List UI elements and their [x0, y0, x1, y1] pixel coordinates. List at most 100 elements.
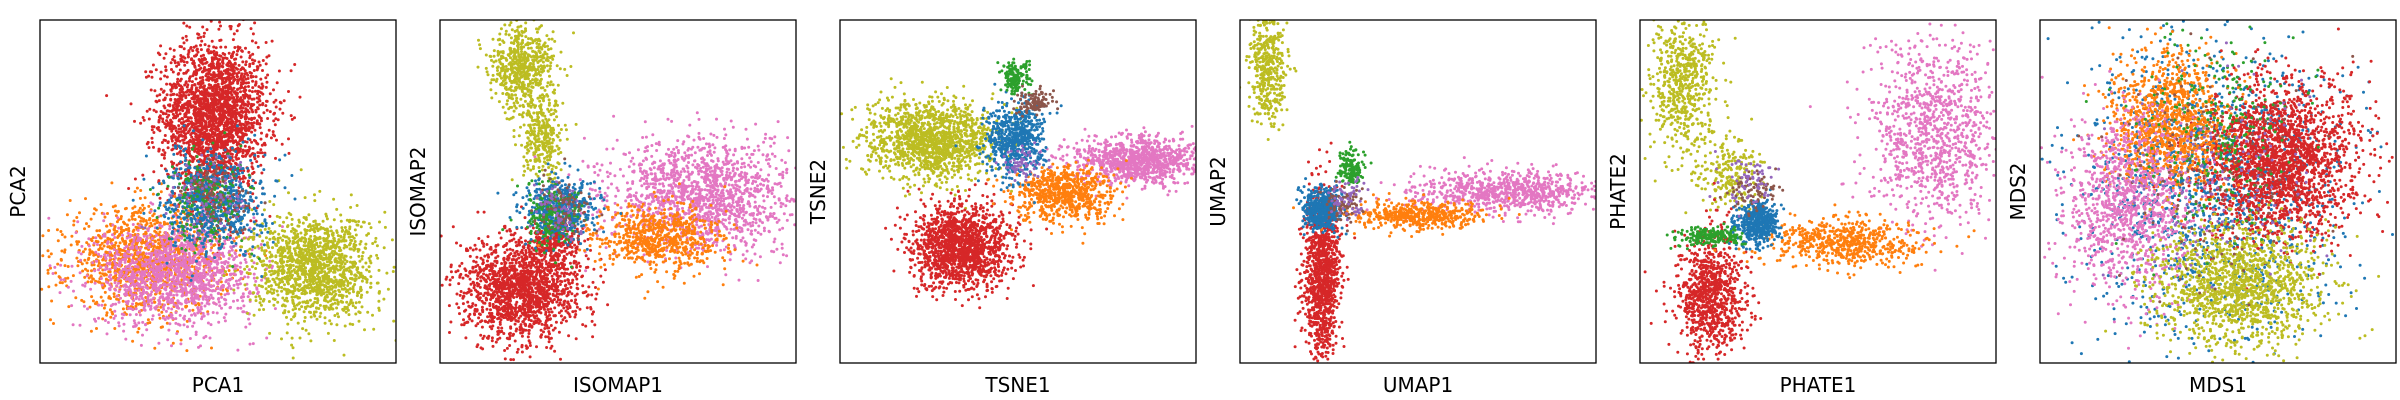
data-point	[165, 93, 169, 97]
data-point	[162, 89, 166, 93]
data-point	[174, 129, 178, 133]
data-point	[145, 234, 149, 238]
data-point	[250, 90, 254, 94]
data-point	[240, 49, 244, 53]
data-point	[248, 154, 252, 158]
data-point	[273, 111, 276, 115]
data-point	[142, 241, 146, 245]
data-point	[194, 115, 198, 118]
data-point	[238, 253, 242, 257]
data-point	[197, 58, 201, 61]
data-point	[131, 246, 135, 250]
data-point	[271, 130, 275, 134]
data-point	[186, 116, 190, 120]
data-point	[119, 296, 122, 300]
data-point	[201, 256, 205, 260]
data-point	[111, 238, 115, 242]
data-point	[252, 121, 256, 125]
data-point	[228, 249, 231, 253]
data-point	[239, 116, 243, 120]
data-point	[47, 229, 51, 232]
data-point	[154, 253, 158, 257]
data-point	[207, 77, 210, 81]
data-point	[158, 291, 162, 295]
data-point	[139, 189, 143, 192]
data-point	[89, 287, 93, 291]
data-point	[96, 264, 100, 268]
data-point	[210, 39, 214, 43]
data-point	[144, 223, 148, 227]
data-point	[172, 293, 176, 297]
data-point	[56, 239, 60, 243]
data-point	[139, 211, 143, 215]
data-point	[234, 120, 238, 124]
data-point	[204, 334, 208, 338]
data-point	[130, 253, 134, 257]
data-point	[202, 69, 205, 73]
data-point	[134, 313, 138, 316]
data-point	[235, 282, 239, 286]
data-point	[227, 136, 231, 140]
data-point	[87, 224, 91, 228]
data-point	[210, 273, 214, 276]
data-point	[98, 243, 102, 247]
data-point	[230, 152, 234, 156]
data-point	[175, 93, 179, 97]
data-point	[130, 296, 134, 300]
data-point	[217, 254, 221, 258]
data-point	[159, 305, 163, 309]
data-point	[201, 287, 205, 291]
data-point	[137, 257, 141, 261]
data-point	[255, 120, 259, 124]
data-point	[194, 119, 198, 123]
data-point	[159, 190, 163, 194]
data-point	[149, 267, 153, 271]
data-point	[92, 212, 96, 216]
data-point	[160, 240, 164, 244]
data-point	[140, 273, 144, 277]
data-point	[223, 123, 227, 127]
data-point	[170, 68, 173, 71]
data-point	[161, 117, 165, 121]
data-point	[203, 135, 207, 139]
data-point	[170, 109, 174, 113]
data-point	[86, 258, 90, 261]
data-point	[241, 60, 245, 64]
data-point	[203, 157, 207, 161]
data-point	[197, 152, 201, 156]
data-point	[264, 85, 268, 89]
data-point	[230, 56, 233, 59]
data-point	[176, 82, 180, 86]
data-point	[117, 281, 120, 285]
data-point	[113, 262, 117, 266]
data-point	[110, 310, 114, 314]
data-point	[157, 147, 161, 151]
data-point	[94, 250, 98, 254]
data-point	[60, 249, 64, 253]
data-point	[243, 115, 247, 119]
data-point	[144, 230, 148, 234]
data-point	[225, 141, 229, 145]
data-point	[83, 227, 86, 231]
data-point	[147, 246, 151, 250]
data-point	[78, 211, 81, 215]
data-point	[251, 146, 255, 150]
data-point	[251, 192, 255, 196]
data-point	[245, 287, 249, 291]
data-point	[232, 239, 236, 243]
data-point	[79, 252, 83, 256]
data-point	[177, 239, 181, 242]
data-point	[155, 221, 159, 225]
data-point	[123, 239, 127, 243]
data-point	[227, 64, 231, 68]
data-point	[242, 74, 246, 78]
data-point	[120, 316, 124, 320]
data-point	[193, 95, 197, 99]
data-point	[189, 259, 193, 263]
data-point	[118, 241, 122, 245]
data-point	[210, 66, 214, 70]
data-point	[182, 254, 186, 258]
data-point	[229, 287, 233, 291]
data-point	[184, 256, 188, 260]
data-point	[289, 114, 293, 118]
